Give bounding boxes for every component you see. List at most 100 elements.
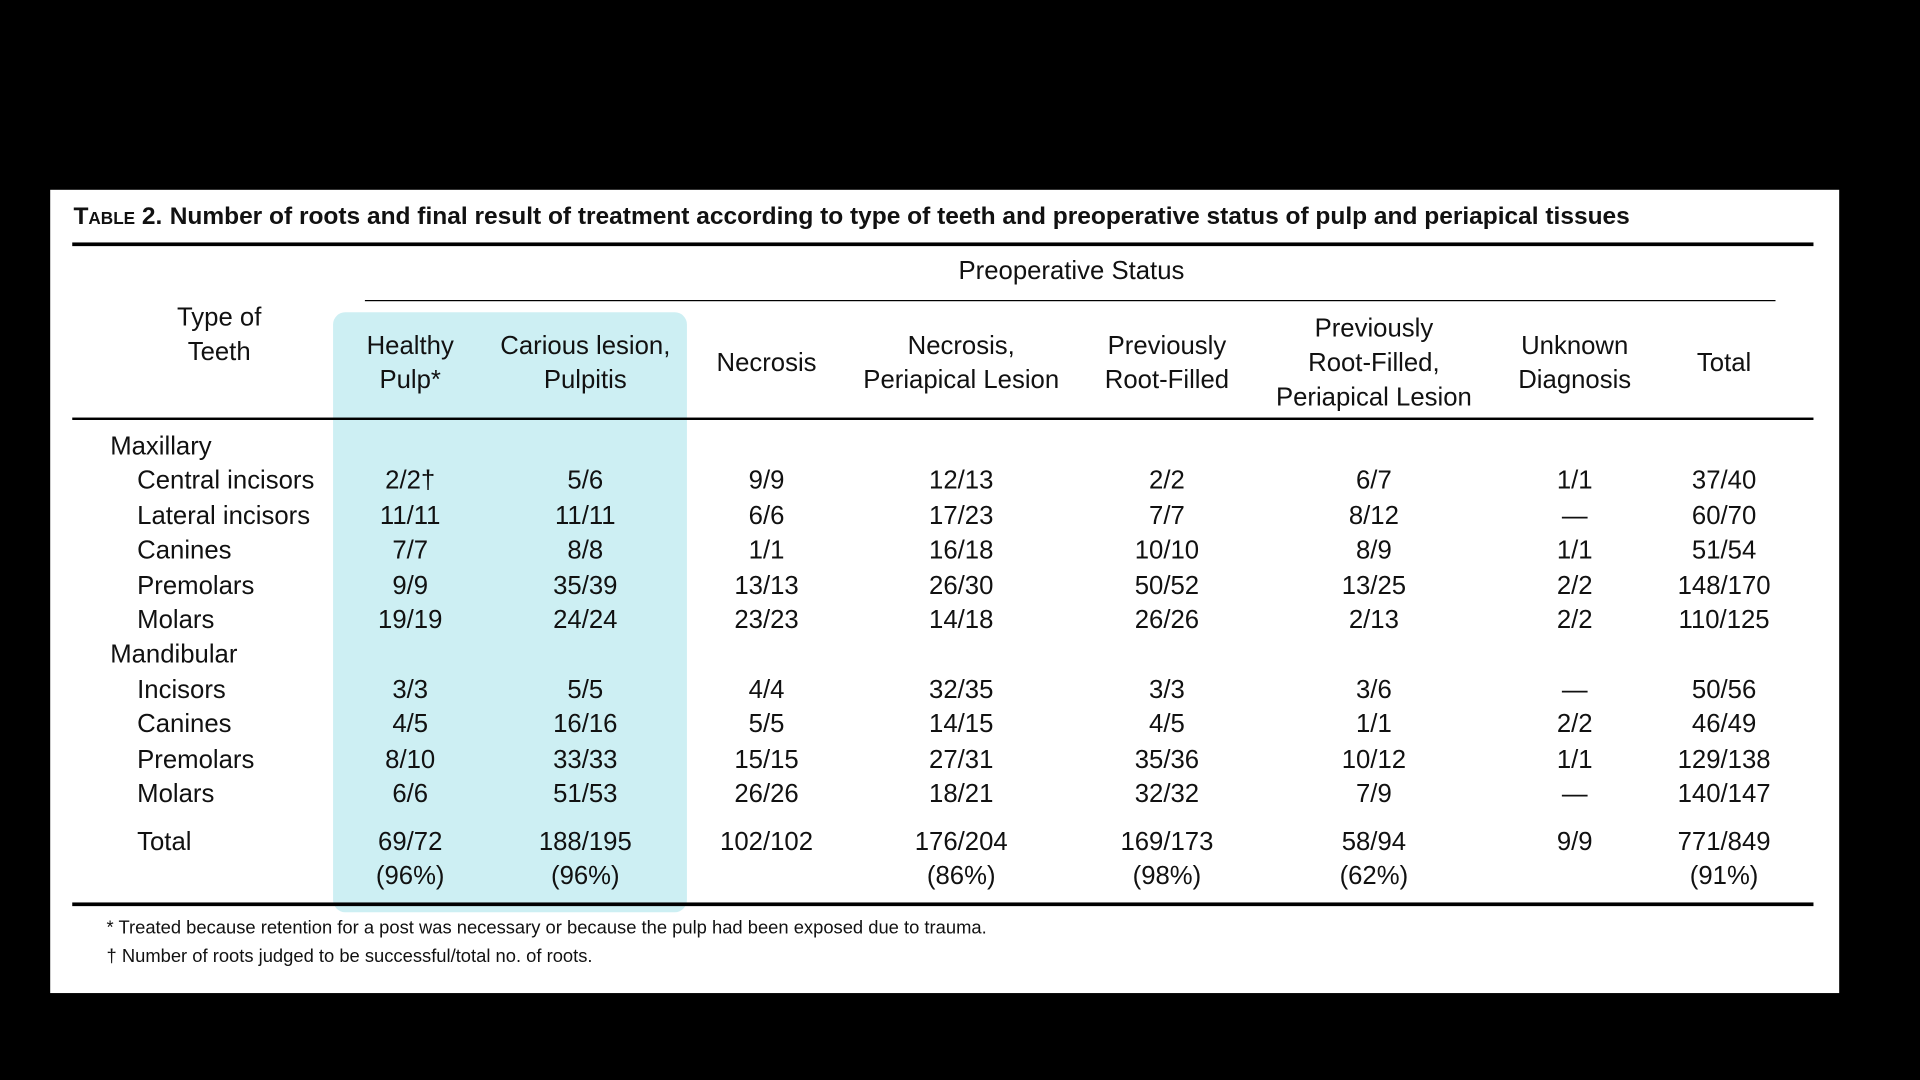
cell: 26/26 (734, 780, 799, 809)
total-cell: 188/195 (538, 827, 632, 856)
cell: 140/147 (1677, 780, 1771, 809)
cell: 148/170 (1677, 571, 1771, 600)
cell: 46/49 (1691, 710, 1757, 739)
cell: 5/5 (567, 675, 604, 704)
cell: 4/5 (392, 710, 429, 739)
cell: 6/7 (1355, 467, 1392, 496)
cell: 13/13 (734, 571, 799, 600)
cell: 110/125 (1678, 606, 1770, 635)
cell: 16/16 (553, 710, 618, 739)
cell: 32/32 (1134, 780, 1200, 809)
cell: 14/15 (929, 710, 994, 739)
column-header: Unknown Diagnosis (1518, 331, 1632, 395)
total-cell: 176/204 (914, 827, 1008, 856)
cell: 50/52 (1134, 571, 1200, 600)
cell: 18/21 (929, 780, 994, 809)
cell: 14/18 (929, 606, 994, 635)
total-cell: 169/173 (1120, 827, 1214, 856)
cell: 6/6 (392, 780, 429, 809)
cell: 7/9 (1355, 780, 1392, 809)
cell: 10/10 (1134, 536, 1200, 565)
column-header: Necrosis (716, 348, 817, 378)
row-label: Premolars (137, 745, 255, 774)
top-rule (72, 242, 1814, 247)
table-title: Table 2. Number of roots and final result… (73, 203, 1629, 231)
cell: 51/54 (1691, 536, 1757, 565)
total-percent: (62%) (1339, 862, 1409, 891)
cell: 1/1 (1556, 745, 1593, 774)
column-header: Healthy Pulp* (366, 331, 454, 395)
total-label: Total (137, 827, 192, 856)
table-title-text: Number of roots and final result of trea… (169, 203, 1630, 231)
total-cell: 69/72 (378, 827, 443, 856)
cell: — (1561, 675, 1588, 704)
total-percent: (91%) (1689, 862, 1759, 891)
cell: 2/2 (1556, 571, 1593, 600)
total-percent: (98%) (1132, 862, 1202, 891)
cell: 11/11 (379, 501, 441, 530)
cell: 7/7 (1149, 501, 1185, 530)
column-header: Previously Root-Filled, Periapical Lesio… (1275, 314, 1472, 412)
cell: 35/39 (553, 571, 618, 600)
cell: 5/6 (567, 467, 604, 496)
cell: 10/12 (1341, 745, 1407, 774)
cell: 3/6 (1355, 675, 1392, 704)
cell: 2/2 (1149, 467, 1185, 496)
column-header: Previously Root-Filled (1104, 331, 1230, 395)
table-label: Table 2. (73, 203, 163, 231)
total-cell: 58/94 (1341, 827, 1407, 856)
cell: 2/2 (1556, 710, 1593, 739)
highlight (333, 312, 687, 913)
cell: 1/1 (1556, 467, 1593, 496)
cell: 1/1 (1556, 536, 1593, 565)
column-header: Carious lesion, Pulpitis (500, 331, 671, 395)
cell: 6/6 (748, 501, 785, 530)
bottom-rule (72, 902, 1814, 907)
cell: 26/30 (929, 571, 994, 600)
cell: 9/9 (392, 571, 429, 600)
row-label: Premolars (137, 571, 255, 600)
row-label: Molars (137, 780, 215, 809)
header-rule (72, 417, 1814, 421)
total-cell: 771/849 (1677, 827, 1771, 856)
cell: 15/15 (734, 745, 799, 774)
cell: 37/40 (1691, 467, 1757, 496)
cell: 51/53 (553, 780, 618, 809)
cell: 33/33 (553, 745, 618, 774)
cell: 24/24 (553, 606, 618, 635)
cell: 8/9 (1355, 536, 1392, 565)
row-header: Type of Teeth (177, 303, 262, 367)
cell: 129/138 (1677, 745, 1771, 774)
group-rule (364, 300, 1776, 302)
cell: 7/7 (392, 536, 429, 565)
row-label: Canines (137, 536, 232, 565)
cell: 2/13 (1348, 606, 1399, 635)
cell: 12/13 (929, 467, 994, 496)
cell: 2/2† (385, 467, 436, 496)
cell: 4/5 (1149, 710, 1185, 739)
cell: 9/9 (748, 467, 785, 496)
cell: 26/26 (1134, 606, 1200, 635)
cell: — (1561, 780, 1588, 809)
group-header: Preoperative Status (958, 257, 1185, 286)
cell: 4/4 (748, 675, 785, 704)
cell: 8/12 (1348, 501, 1399, 530)
row-label: Canines (137, 710, 232, 739)
cell: 1/1 (748, 536, 785, 565)
total-percent: (96%) (375, 862, 445, 891)
total-cell: 9/9 (1556, 827, 1593, 856)
cell: 11/11 (555, 501, 616, 530)
cell: 60/70 (1691, 501, 1757, 530)
cell: 19/19 (378, 606, 443, 635)
cell: 3/3 (1149, 675, 1185, 704)
total-cell: 102/102 (720, 827, 814, 856)
cell: 23/23 (734, 606, 799, 635)
column-header: Necrosis, Periapical Lesion (863, 331, 1060, 395)
row-label: Incisors (137, 675, 226, 704)
cell: 5/5 (748, 710, 785, 739)
cell: 32/35 (929, 675, 994, 704)
total-percent: (86%) (926, 862, 996, 891)
group-label: Mandibular (110, 640, 238, 670)
